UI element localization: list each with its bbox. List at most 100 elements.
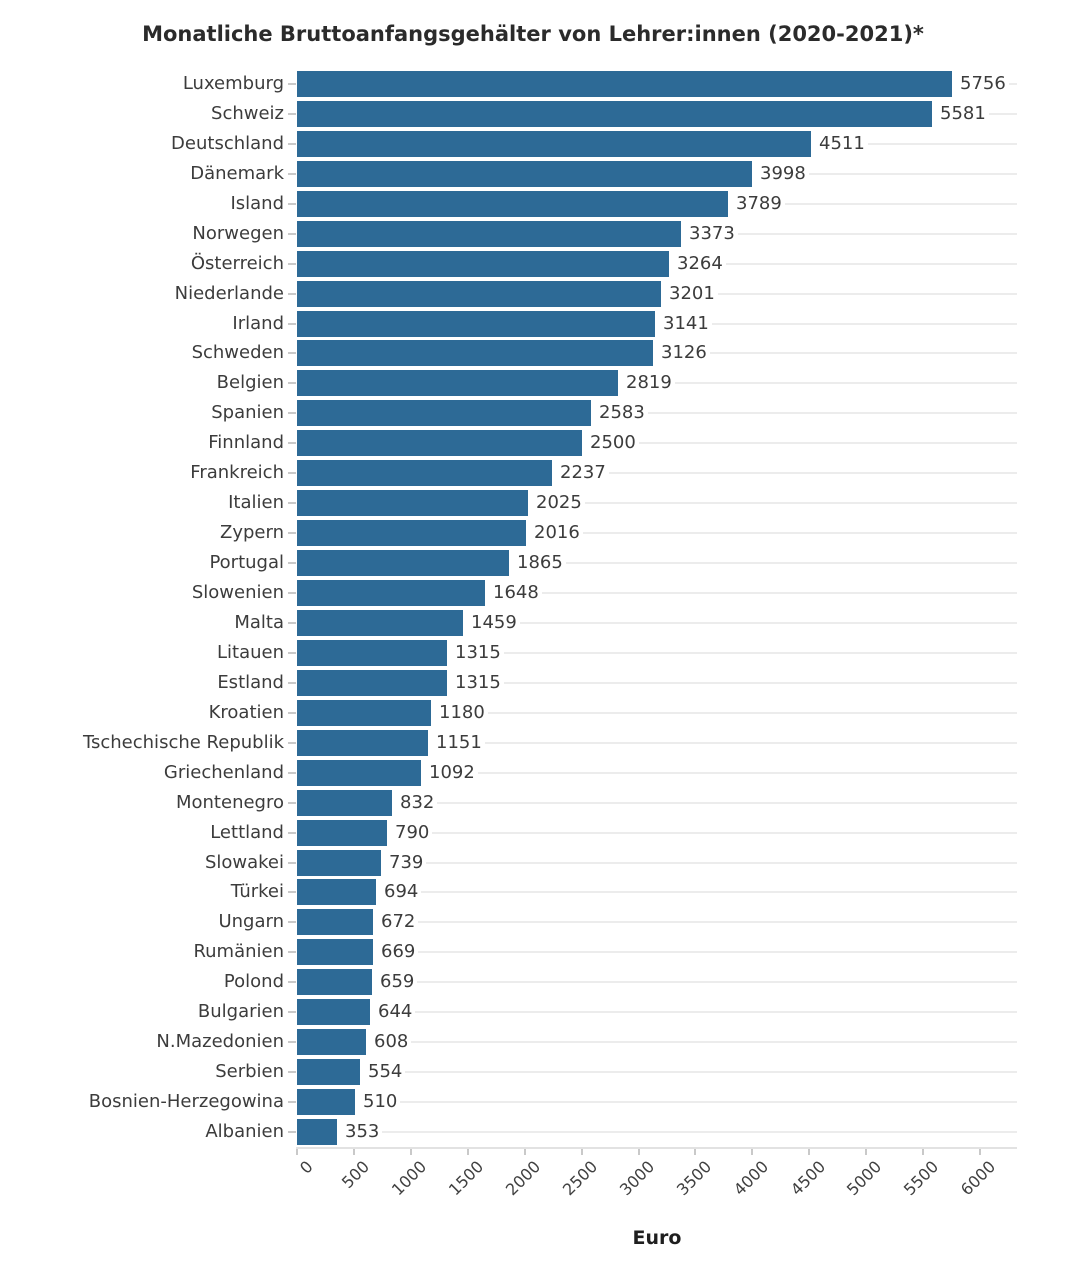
category-gridline: [297, 1041, 1017, 1044]
bar: [297, 1089, 355, 1116]
x-axis-tick: [808, 1149, 811, 1155]
value-label: 353: [337, 1120, 383, 1145]
x-axis-tick-label: 1500: [444, 1157, 488, 1200]
y-axis-tick: [288, 1101, 296, 1104]
category-gridline: [297, 921, 1017, 924]
category-label: Polond: [223, 971, 284, 993]
bar: [297, 879, 376, 906]
x-axis-tick-label: 2000: [501, 1157, 545, 1200]
y-axis-tick: [288, 562, 296, 565]
value-label: 1180: [431, 700, 488, 725]
y-axis-tick: [288, 621, 296, 624]
y-axis-tick: [288, 741, 296, 744]
value-label: 1865: [509, 551, 566, 576]
category-label: Österreich: [190, 252, 284, 274]
value-label: 2016: [526, 521, 583, 546]
category-gridline: [297, 562, 1017, 565]
category-gridline: [297, 1011, 1017, 1014]
category-label: Slowenien: [191, 582, 284, 604]
y-axis-tick: [288, 711, 296, 714]
y-axis-tick: [288, 382, 296, 385]
bar: [297, 100, 932, 127]
category-gridline: [297, 1071, 1017, 1074]
category-label: Frankreich: [190, 462, 284, 484]
bar: [297, 729, 428, 756]
y-axis-tick: [288, 412, 296, 415]
y-axis-tick: [288, 232, 296, 235]
bar: [297, 699, 431, 726]
x-axis-tick-label: 3500: [672, 1157, 715, 1200]
category-label: Spanien: [211, 402, 284, 424]
value-label: 1648: [485, 581, 542, 606]
value-label: 739: [381, 850, 427, 875]
category-label: Bulgarien: [197, 1001, 284, 1023]
y-axis-tick: [288, 442, 296, 445]
y-axis-tick: [288, 292, 296, 295]
category-label: Schweden: [191, 342, 284, 364]
category-label: Island: [230, 192, 284, 214]
value-label: 4511: [811, 131, 868, 156]
x-axis-tick-label: 4500: [786, 1157, 829, 1200]
x-axis-tick-label: 5500: [900, 1157, 943, 1200]
category-label: Slowakei: [204, 851, 284, 873]
bar: [297, 909, 373, 936]
bar: [297, 220, 681, 247]
value-label: 2500: [582, 431, 639, 456]
value-label: 554: [360, 1060, 406, 1085]
value-label: 2025: [528, 491, 585, 516]
category-label: Albanien: [205, 1121, 284, 1143]
bar: [297, 1059, 360, 1086]
x-axis-title: Euro: [632, 1227, 682, 1249]
value-label: 2583: [591, 401, 648, 426]
y-axis-tick: [288, 921, 296, 924]
y-axis-tick: [288, 592, 296, 595]
category-gridline: [297, 801, 1017, 804]
category-gridline: [297, 951, 1017, 954]
bar: [297, 250, 669, 277]
category-label: Belgien: [216, 372, 284, 394]
x-axis-tick: [922, 1149, 925, 1155]
category-label: Rumänien: [193, 941, 284, 963]
value-label: 3998: [752, 161, 809, 186]
category-label: Italien: [228, 492, 284, 514]
value-label: 510: [355, 1090, 401, 1115]
value-label: 644: [370, 1000, 416, 1025]
y-axis-tick: [288, 981, 296, 984]
bar: [297, 550, 509, 577]
x-axis-tick: [523, 1149, 526, 1155]
y-axis-tick: [288, 532, 296, 535]
category-gridline: [297, 1101, 1017, 1104]
bar: [297, 190, 728, 217]
bar: [297, 580, 485, 607]
x-axis-tick: [694, 1149, 697, 1155]
x-axis-tick: [580, 1149, 583, 1155]
category-label: Serbien: [215, 1061, 284, 1083]
x-axis-tick: [296, 1149, 298, 1155]
y-axis-tick: [288, 891, 296, 894]
category-label: Luxemburg: [182, 72, 284, 94]
category-gridline: [297, 651, 1017, 654]
category-gridline: [297, 771, 1017, 774]
y-axis-tick: [288, 681, 296, 684]
category-gridline: [297, 621, 1017, 624]
category-label: Portugal: [209, 552, 284, 574]
value-label: 3201: [661, 281, 718, 306]
category-gridline: [297, 592, 1017, 595]
y-axis-tick: [288, 1131, 296, 1134]
category-label: Schweiz: [211, 102, 284, 124]
bar: [297, 520, 526, 547]
value-label: 3789: [728, 191, 785, 216]
value-label: 3126: [653, 341, 710, 366]
category-gridline: [297, 412, 1017, 415]
bar: [297, 430, 582, 457]
x-axis-tick-label: 6000: [957, 1157, 1000, 1200]
category-label: Ungarn: [218, 911, 284, 933]
bar: [297, 460, 552, 487]
value-label: 608: [366, 1030, 412, 1055]
category-gridline: [297, 981, 1017, 984]
category-gridline: [297, 861, 1017, 864]
category-label: Niederlande: [174, 282, 284, 304]
category-gridline: [297, 711, 1017, 714]
bar: [297, 400, 591, 427]
